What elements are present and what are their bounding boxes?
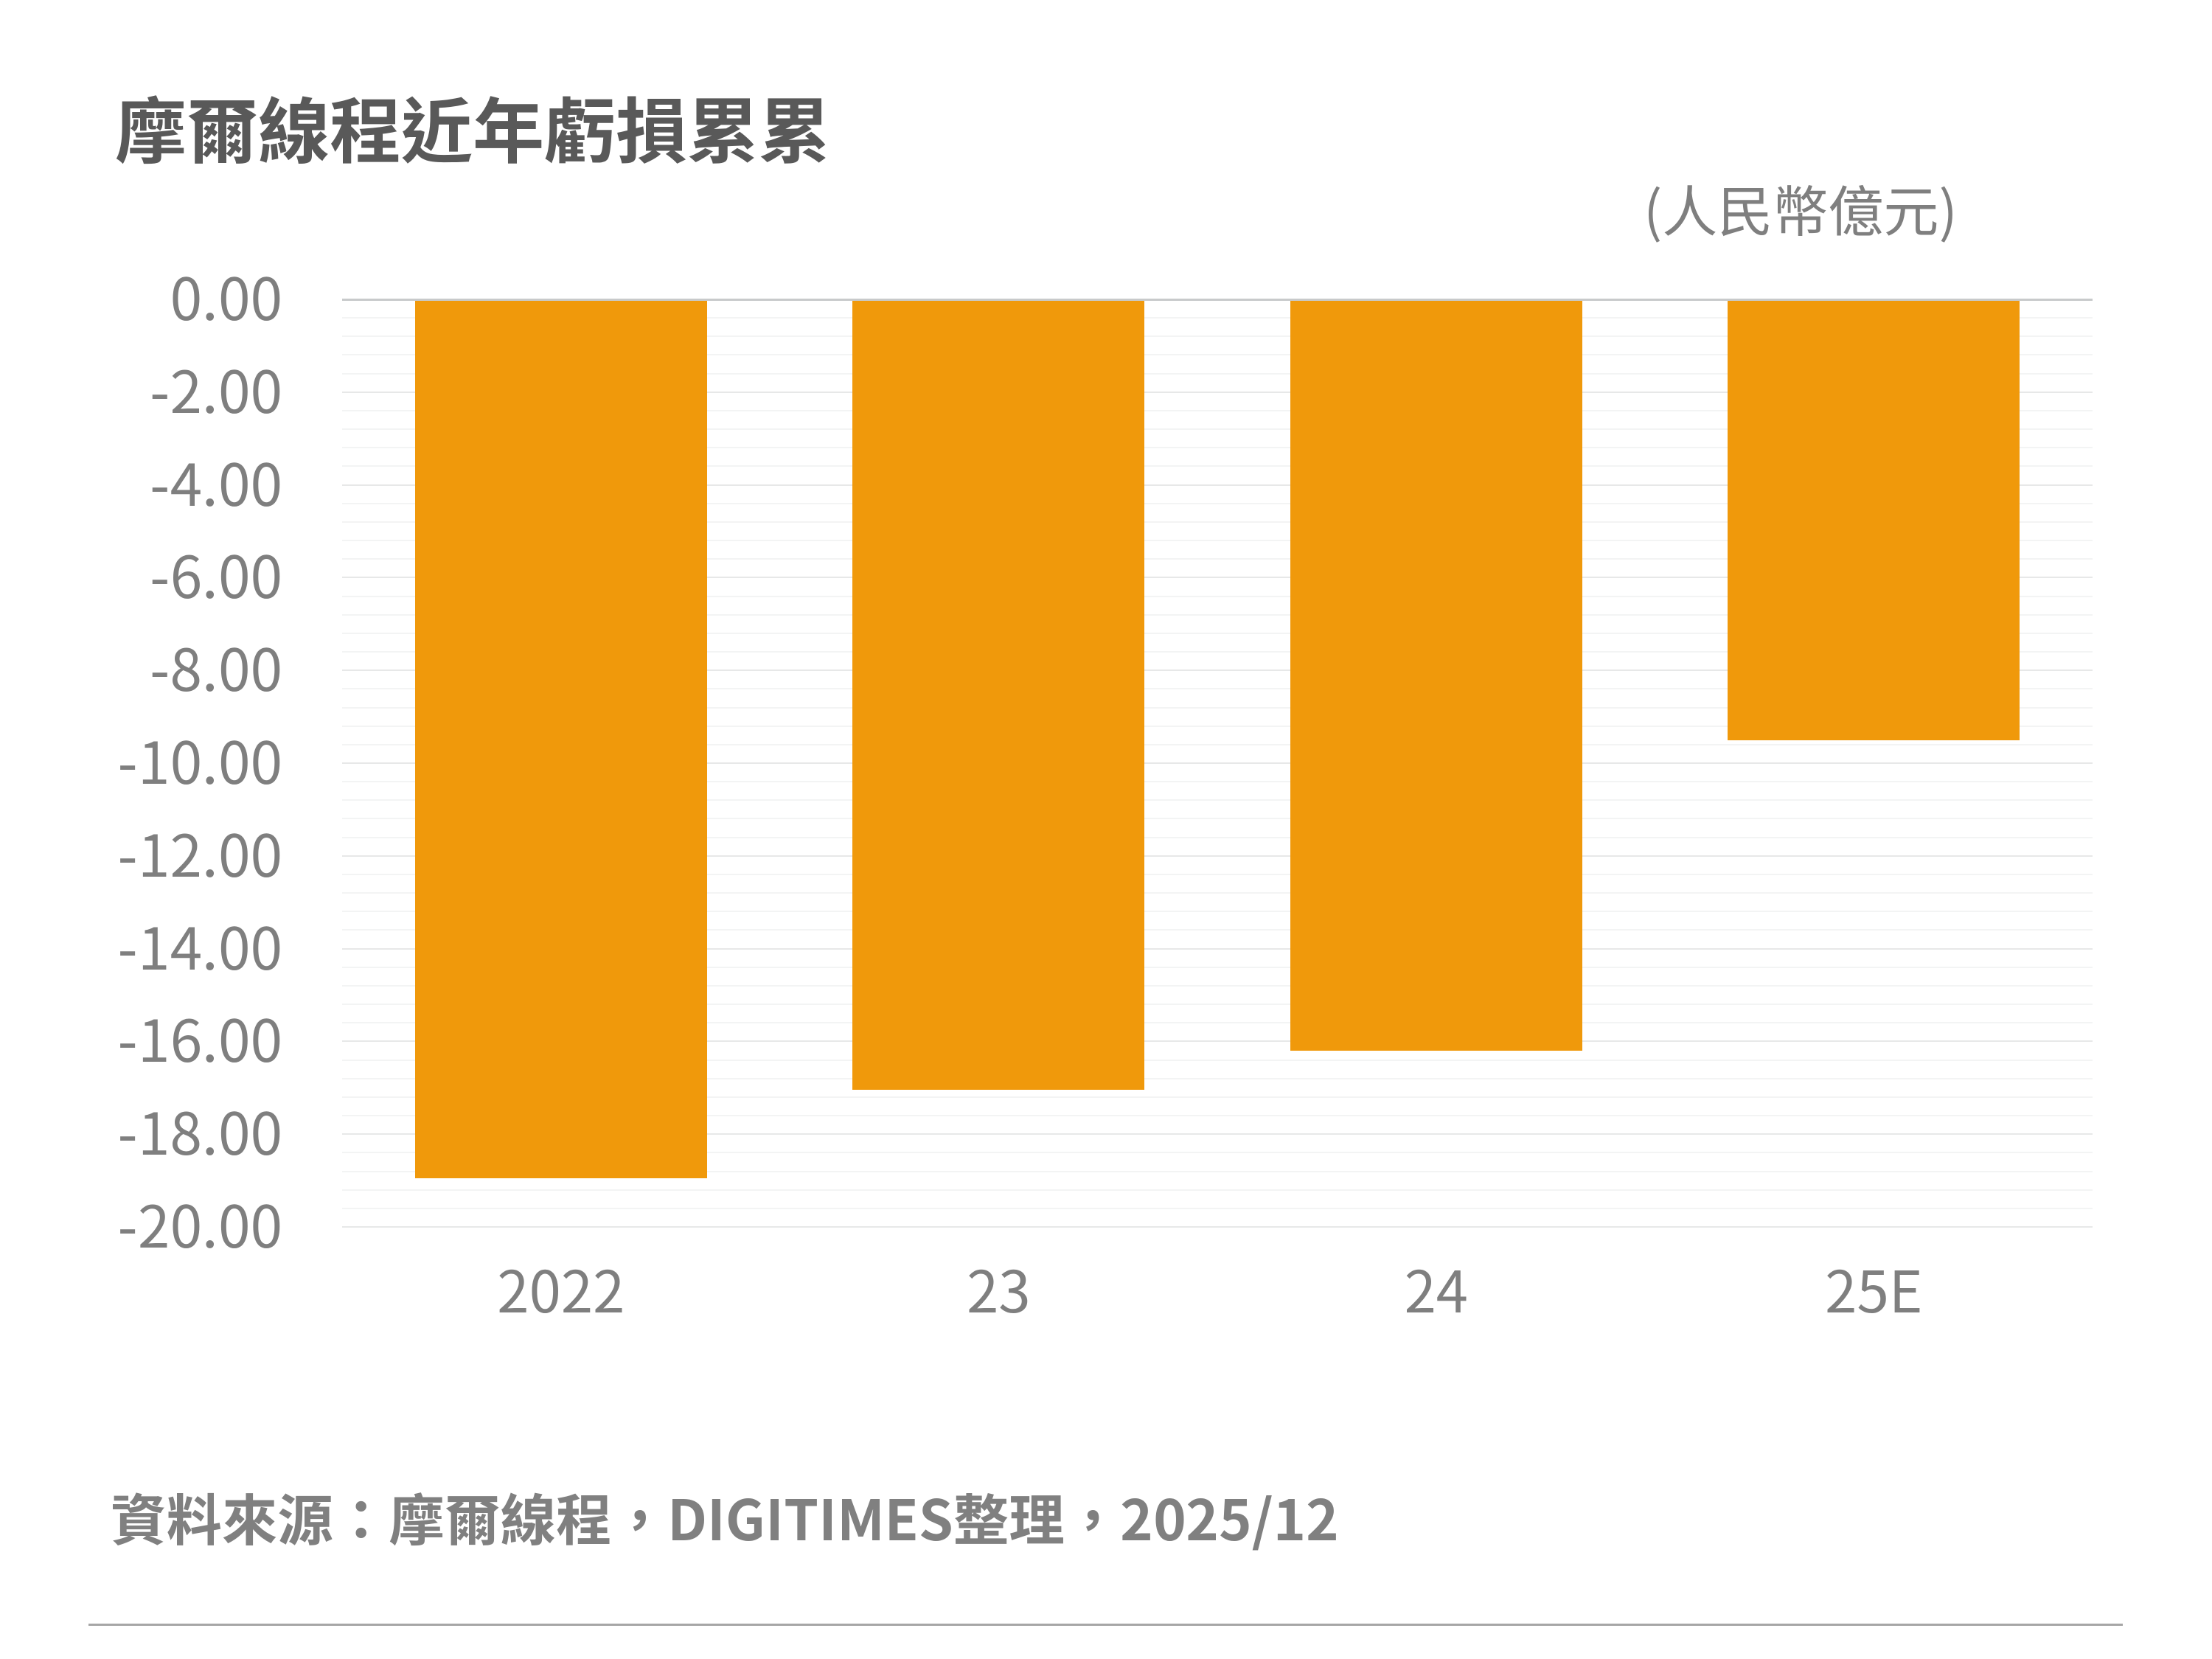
y-tick-label: -4.00 <box>150 438 282 523</box>
zero-axis-line <box>342 299 2093 301</box>
gridline-minor <box>342 317 2093 319</box>
y-tick-label: -10.00 <box>117 717 282 801</box>
gridline-major <box>342 1133 2093 1135</box>
gridline-minor <box>342 558 2093 560</box>
gridline-major <box>342 1040 2093 1043</box>
gridline-minor <box>342 706 2093 709</box>
gridline-major <box>342 762 2093 764</box>
gridline-minor <box>342 1096 2093 1098</box>
gridline-major <box>342 855 2093 857</box>
gridline-minor <box>342 651 2093 653</box>
gridline-minor <box>342 743 2093 745</box>
gridline-minor <box>342 1022 2093 1024</box>
gridline-minor <box>342 1077 2093 1079</box>
footer-divider <box>88 1624 2123 1626</box>
gridline-minor <box>342 1115 2093 1117</box>
gridline-major <box>342 484 2093 486</box>
gridline-minor <box>342 1152 2093 1154</box>
gridline-minor <box>342 354 2093 356</box>
gridline-minor <box>342 892 2093 894</box>
y-tick-label: -8.00 <box>150 624 282 709</box>
gridline-major <box>342 669 2093 672</box>
x-tick-label: 25E <box>1824 1247 1923 1329</box>
bar-24 <box>1290 300 1582 1051</box>
bar-23 <box>852 300 1145 1091</box>
y-tick-label: 0.00 <box>170 253 282 337</box>
gridline-minor <box>342 447 2093 449</box>
source-note: 資料來源：摩爾線程，DIGITIMES整理，2025/12 <box>111 1475 1339 1557</box>
gridline-minor <box>342 372 2093 375</box>
gridline-minor <box>342 613 2093 616</box>
gridline-minor <box>342 1207 2093 1209</box>
gridline-minor <box>342 1059 2093 1061</box>
gridline-major <box>342 577 2093 579</box>
gridline-major <box>342 391 2093 393</box>
gridline-minor <box>342 688 2093 690</box>
gridline-minor <box>342 725 2093 727</box>
x-tick-label: 2022 <box>497 1247 625 1329</box>
gridline-minor <box>342 521 2093 523</box>
gridline-minor <box>342 540 2093 542</box>
y-tick-label: -2.00 <box>150 345 282 430</box>
gridline-minor <box>342 799 2093 801</box>
axis-unit-label: (人民幣億元) <box>1644 167 1958 248</box>
y-tick-label: -12.00 <box>117 809 282 894</box>
x-tick-label: 23 <box>966 1247 1031 1329</box>
gridline-major <box>342 947 2093 950</box>
y-tick-label: -6.00 <box>150 531 282 616</box>
bar-2022 <box>414 300 707 1178</box>
chart-title: 摩爾線程近年虧損累累 <box>115 74 830 178</box>
gridline-minor <box>342 911 2093 913</box>
y-tick-label: -18.00 <box>117 1088 282 1172</box>
gridline-minor <box>342 428 2093 431</box>
gridline-minor <box>342 966 2093 968</box>
gridline-minor <box>342 465 2093 467</box>
y-tick-label: -16.00 <box>117 995 282 1079</box>
gridline-minor <box>342 836 2093 838</box>
gridline-minor <box>342 984 2093 987</box>
gridline-minor <box>342 632 2093 634</box>
gridline-minor <box>342 409 2093 411</box>
gridline-minor <box>342 781 2093 783</box>
y-tick-label: -20.00 <box>117 1180 282 1265</box>
x-tick-label: 24 <box>1404 1247 1469 1329</box>
gridline-minor <box>342 1189 2093 1191</box>
y-tick-label: -14.00 <box>117 902 282 987</box>
gridline-minor <box>342 929 2093 931</box>
gridline-major <box>342 1226 2093 1228</box>
gridline-minor <box>342 1004 2093 1006</box>
gridline-minor <box>342 873 2093 875</box>
gridline-minor <box>342 502 2093 504</box>
gridline-minor <box>342 1170 2093 1172</box>
gridline-minor <box>342 595 2093 597</box>
gridline-minor <box>342 818 2093 820</box>
bar-25E <box>1728 300 2020 740</box>
gridline-minor <box>342 335 2093 338</box>
plot-area <box>342 299 2093 1228</box>
